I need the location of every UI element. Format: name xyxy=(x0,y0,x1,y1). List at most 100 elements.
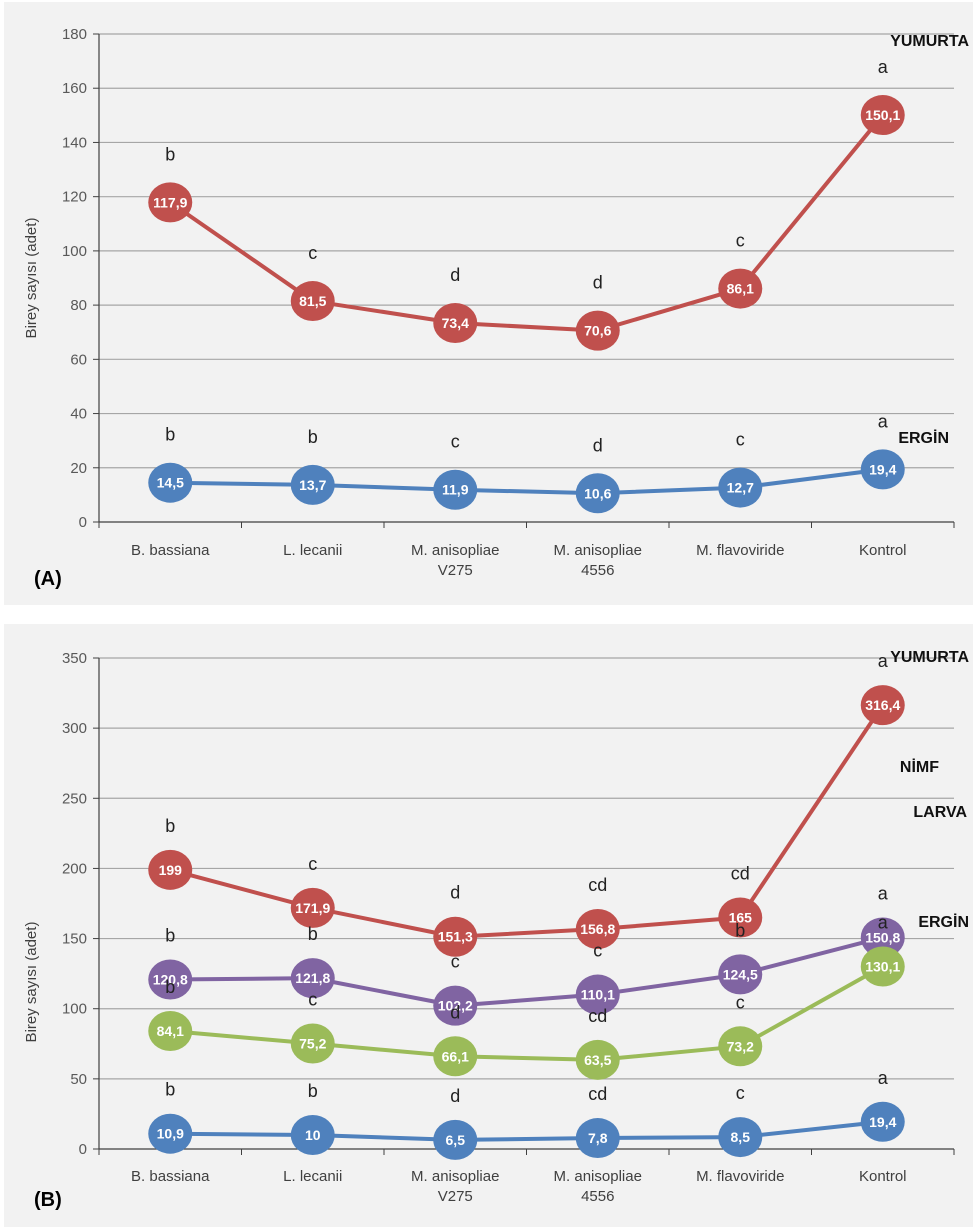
x-category-label: M. anisopliae xyxy=(411,542,499,559)
data-point-marker xyxy=(860,685,905,726)
data-label: 11,9 xyxy=(442,482,469,498)
data-point-marker xyxy=(148,182,193,223)
significance-letter: a xyxy=(878,651,889,671)
significance-letter: b xyxy=(165,926,175,946)
y-tick-label: 80 xyxy=(70,297,87,314)
significance-letter: b xyxy=(165,144,175,164)
data-point-marker xyxy=(290,464,335,505)
y-tick-label: 60 xyxy=(70,351,87,368)
x-category-label: L. lecanii xyxy=(283,542,342,559)
y-axis-title: Birey sayısı (adet) xyxy=(23,218,40,339)
y-tick-label: 120 xyxy=(62,189,87,206)
y-tick-label: 0 xyxy=(79,514,87,531)
x-category-label: Kontrol xyxy=(859,542,907,559)
significance-letter: cd xyxy=(588,875,607,895)
data-point-marker xyxy=(575,909,620,950)
significance-letter: d xyxy=(593,435,603,455)
data-label: 150,1 xyxy=(865,107,900,123)
y-tick-label: 200 xyxy=(62,860,87,877)
data-label: 19,4 xyxy=(869,461,896,477)
data-point-marker xyxy=(148,959,193,1000)
data-label: 75,2 xyxy=(299,1036,326,1052)
significance-letter: a xyxy=(878,1068,889,1088)
chart-a: 0 20 40 60 80 100 120 140 160 180 B. bassiana L. le… xyxy=(23,26,969,590)
significance-letter: d xyxy=(450,265,460,285)
x-category-label: M. flavoviride xyxy=(696,542,784,559)
significance-letter: c xyxy=(308,243,317,263)
data-label: 165 xyxy=(729,910,753,926)
data-point-marker xyxy=(718,1117,763,1158)
series-line-4 xyxy=(170,1119,883,1142)
y-tick-label: 100 xyxy=(62,1001,87,1018)
significance-letter: c xyxy=(451,432,460,452)
data-label: 10,9 xyxy=(157,1126,184,1142)
data-point-marker xyxy=(575,310,620,351)
series-name-label: ERGİN xyxy=(918,913,969,931)
data-label: 81,5 xyxy=(299,293,326,309)
data-point-marker xyxy=(718,268,763,309)
series-line-3 xyxy=(170,964,884,1062)
significance-letter: c xyxy=(736,992,745,1012)
series-line-2 xyxy=(170,467,884,496)
data-point-marker xyxy=(718,467,763,508)
x-category-label: M. flavoviride xyxy=(696,1168,784,1185)
data-label: 110,1 xyxy=(581,987,615,1003)
y-tick-label: 50 xyxy=(70,1071,87,1088)
significance-letter: c xyxy=(308,854,317,874)
data-label: 102,2 xyxy=(438,998,473,1014)
data-point-marker xyxy=(433,985,478,1026)
data-point-marker xyxy=(148,462,193,503)
data-label: 13,7 xyxy=(299,477,326,493)
data-point-marker xyxy=(148,1113,193,1154)
series-name-label: YUMURTA xyxy=(890,649,969,666)
data-point-marker xyxy=(433,1036,478,1077)
data-point-marker xyxy=(290,887,335,928)
data-point-marker xyxy=(148,1011,193,1052)
x-category-label: L. lecanii xyxy=(283,1168,342,1185)
significance-letter: a xyxy=(878,411,889,431)
significance-letter: b xyxy=(308,1081,318,1101)
significance-letter: b xyxy=(735,920,745,940)
y-tick-label: 100 xyxy=(62,243,87,260)
y-tick-label: 0 xyxy=(79,1141,87,1158)
data-point-marker xyxy=(575,974,620,1015)
data-point-marker xyxy=(433,1119,478,1160)
data-point-marker xyxy=(718,954,763,995)
data-label: 63,5 xyxy=(584,1052,611,1068)
data-label: 117,9 xyxy=(153,194,187,210)
data-label: 84,1 xyxy=(157,1023,184,1039)
significance-letter: c xyxy=(308,990,317,1010)
data-label: 121,8 xyxy=(295,970,330,986)
significance-letter: d xyxy=(593,273,603,293)
data-point-marker xyxy=(860,946,905,987)
x-category-label: M. anisopliae xyxy=(554,542,642,559)
data-point-marker xyxy=(575,473,620,514)
x-category-label: B. bassiana xyxy=(131,542,210,559)
chart-panel-b: 0 50 100 150 200 250 300 350 B. bassiana L. lecan… xyxy=(4,624,973,1227)
series-name-label: NİMF xyxy=(900,758,939,776)
significance-letter: cd xyxy=(731,864,750,884)
x-category-label: M. anisopliae xyxy=(411,1168,499,1185)
data-label: 156,8 xyxy=(580,921,615,937)
data-label: 70,6 xyxy=(584,323,611,339)
significance-letter: a xyxy=(878,912,889,932)
significance-letter: d xyxy=(450,883,460,903)
data-label: 86,1 xyxy=(727,281,754,297)
data-label: 12,7 xyxy=(727,480,754,496)
significance-letter: d xyxy=(450,1086,460,1106)
y-tick-label: 160 xyxy=(62,80,87,97)
x-category-label: Kontrol xyxy=(859,1168,907,1185)
data-label: 171,9 xyxy=(295,900,330,916)
significance-letter: c xyxy=(736,1083,745,1103)
x-category-label: 4556 xyxy=(581,1188,614,1205)
y-tick-label: 20 xyxy=(70,460,87,477)
data-label: 73,2 xyxy=(727,1038,754,1054)
significance-letter: a xyxy=(878,57,889,77)
y-tick-label: 300 xyxy=(62,720,87,737)
y-tick-label: 150 xyxy=(62,931,87,948)
series-line-1 xyxy=(169,704,885,939)
significance-letter: b xyxy=(165,977,175,997)
x-category-label: M. anisopliae xyxy=(554,1168,642,1185)
x-category-label: V275 xyxy=(438,1188,473,1205)
significance-letter: b xyxy=(308,924,318,944)
